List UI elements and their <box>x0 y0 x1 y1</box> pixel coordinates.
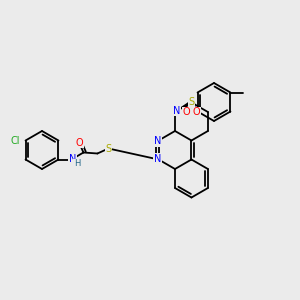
Text: N: N <box>69 154 76 164</box>
Text: O: O <box>193 107 200 118</box>
Text: N: N <box>154 136 161 146</box>
Text: O: O <box>76 137 83 148</box>
Text: S: S <box>105 143 112 154</box>
Text: Cl: Cl <box>10 136 20 146</box>
Text: H: H <box>74 159 80 168</box>
Text: N: N <box>154 154 161 164</box>
Text: N: N <box>173 106 181 116</box>
Text: S: S <box>188 98 194 107</box>
Text: O: O <box>183 107 190 118</box>
